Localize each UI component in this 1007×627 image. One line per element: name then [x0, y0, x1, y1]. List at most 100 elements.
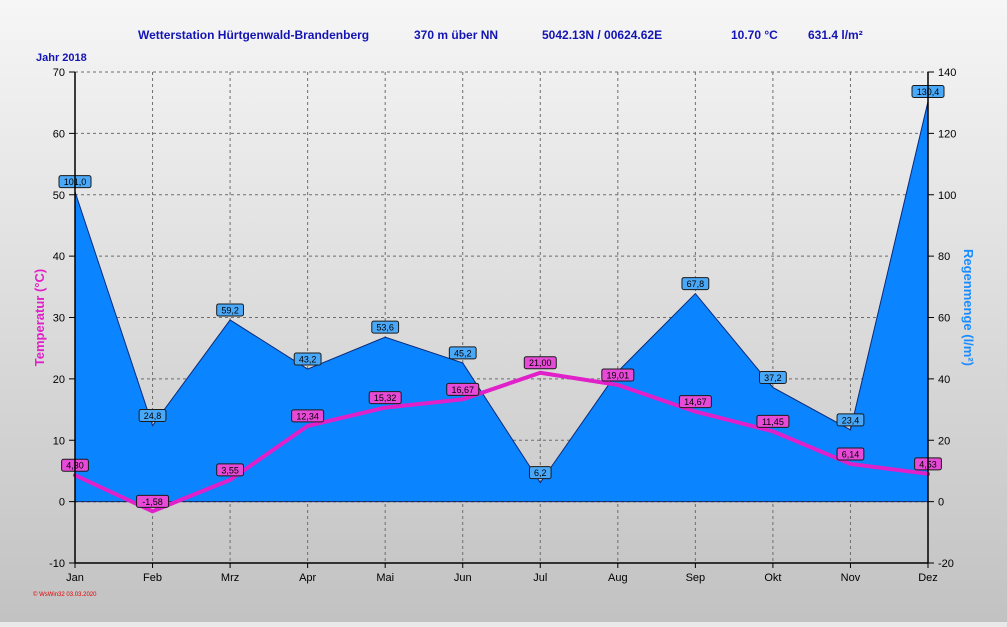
rain-data-label-text: 59,2 [221, 305, 239, 315]
right-axis-tick-label: 20 [938, 435, 950, 447]
temperature-data-label-text: 19,01 [607, 370, 630, 380]
rain-data-label: 6,2 [528, 466, 552, 480]
header-elevation: 370 m über NN [414, 28, 498, 42]
temperature-data-label: 21,00 [523, 356, 557, 370]
rain-data-label-box [681, 277, 710, 291]
temperature-data-label-text: 11,45 [762, 417, 784, 427]
rain-data-label-text: 53,6 [376, 323, 394, 333]
temperature-data-label: 14,67 [678, 395, 712, 409]
x-axis-tick-label: Jun [454, 572, 472, 584]
right-axis-tick-label: 140 [938, 67, 956, 79]
temperature-data-label: 15,32 [368, 391, 402, 405]
rain-data-label-box [528, 466, 552, 480]
right-axis-tick-label: 120 [938, 128, 956, 140]
temperature-data-label: 19,01 [601, 368, 635, 382]
left-axis-tick-label: -10 [49, 558, 65, 570]
x-axis-tick-label: Mrz [221, 572, 239, 584]
left-axis-tick-label: 0 [59, 497, 65, 509]
temperature-data-label-text: 14,67 [684, 397, 707, 407]
right-axis-tick-label: 40 [938, 374, 950, 386]
temperature-data-label-box [836, 447, 865, 461]
rain-data-label-text: 24,8 [144, 411, 162, 421]
y2-axis-title: Regenmenge (l/m²) [961, 249, 976, 366]
rain-data-label-text: 67,8 [687, 279, 705, 289]
right-axis-tick-label: -20 [938, 558, 954, 570]
rain-data-label: 67,8 [681, 277, 710, 291]
rain-data-label-text: 23,4 [842, 415, 860, 425]
rain-data-label-text: 6,2 [534, 468, 547, 478]
year-label: Jahr 2018 [36, 52, 87, 64]
left-axis-tick-label: 70 [53, 67, 65, 79]
rain-data-label-text: 43,2 [299, 355, 317, 365]
x-axis-tick-label: Jul [533, 572, 547, 584]
temperature-data-label: -1,58 [136, 494, 170, 508]
temperature-data-label: 6,14 [836, 447, 865, 461]
right-axis-tick-label: 60 [938, 313, 950, 325]
rain-data-label: 24,8 [138, 409, 167, 423]
temperature-data-label-box [756, 414, 790, 428]
x-axis-tick-label: Okt [764, 572, 781, 584]
temperature-data-label-text: 21,00 [529, 358, 552, 368]
y-axis-title: Temperatur (°C) [32, 269, 47, 366]
right-axis-tick-label: 0 [938, 497, 944, 509]
rain-data-label-box [448, 346, 477, 360]
rain-data-label-box [293, 352, 322, 366]
header-station: Wetterstation Hürtgenwald-Brandenberg [138, 28, 369, 42]
temperature-data-label: 16,67 [446, 382, 480, 396]
temperature-data-label-text: 6,14 [842, 449, 860, 459]
rain-area [74, 101, 929, 503]
rain-data-label: 23,4 [836, 413, 865, 427]
left-axis-tick-label: 30 [53, 313, 65, 325]
x-axis-tick-label: Mai [376, 572, 394, 584]
footer-credit: © WsWin32 03.03.2020 [33, 591, 97, 598]
left-axis-tick-label: 20 [53, 374, 65, 386]
right-axis-tick-label: 80 [938, 251, 950, 263]
rain-data-label-box [138, 409, 167, 423]
temperature-data-label-text: 3,55 [221, 465, 239, 475]
x-axis-tick-label: Jan [66, 572, 84, 584]
rain-data-label: 37,2 [759, 370, 787, 384]
rain-data-label: 53,6 [371, 320, 400, 334]
temperature-data-label-text: 12,34 [296, 411, 319, 421]
x-axis-tick-label: Sep [686, 572, 706, 584]
rain-data-label-box [759, 370, 787, 384]
left-axis-tick-label: 40 [53, 251, 65, 263]
rain-data-label: 45,2 [448, 346, 477, 360]
temperature-data-label-text: -1,58 [142, 497, 163, 507]
temperature-data-label: 11,45 [756, 414, 790, 428]
left-axis-tick-label: 50 [53, 190, 65, 202]
x-axis-tick-label: Dez [918, 572, 938, 584]
left-axis-tick-label: 10 [53, 435, 65, 447]
rain-data-label-text: 45,2 [454, 348, 472, 358]
left-axis-tick-label: 60 [53, 128, 65, 140]
temperature-data-label-text: 16,67 [451, 385, 474, 395]
rain-data-label-box [371, 320, 400, 334]
temperature-data-label-box [446, 382, 480, 396]
temperature-data-label: 12,34 [291, 409, 325, 423]
temperature-data-label-box [291, 409, 325, 423]
temperature-data-label-text: 15,32 [374, 393, 397, 403]
temperature-data-label-box [523, 356, 557, 370]
temperature-data-label-box [678, 395, 712, 409]
x-axis-tick-label: Feb [143, 572, 162, 584]
right-axis-tick-label: 100 [938, 190, 956, 202]
temperature-data-label-box [136, 494, 170, 508]
header-coordinates: 5042.13N / 00624.62E [542, 28, 662, 42]
rain-data-label: 59,2 [216, 303, 244, 317]
temperature-data-label-box [601, 368, 635, 382]
rain-data-label-box [216, 303, 244, 317]
header-mean-temp: 10.70 °C [731, 28, 778, 42]
rain-data-label-text: 37,2 [764, 373, 782, 383]
temperature-line [73, 370, 930, 514]
rain-data-label: 43,2 [293, 352, 322, 366]
x-axis-tick-label: Nov [841, 572, 861, 584]
x-axis-tick-label: Aug [608, 572, 628, 584]
temperature-data-label: 3,55 [216, 463, 244, 477]
x-axis-tick-label: Apr [299, 572, 316, 584]
header-total-rain: 631.4 l/m² [808, 28, 863, 42]
temperature-data-label-box [368, 391, 402, 405]
temperature-data-label-box [216, 463, 244, 477]
